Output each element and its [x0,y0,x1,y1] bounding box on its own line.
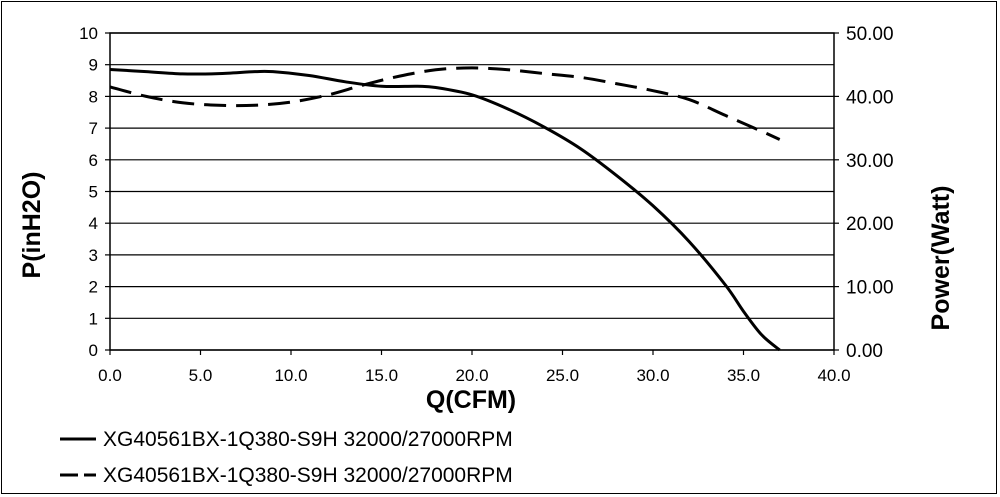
y-left-tick-label: 9 [89,56,98,75]
y-left-tick-label: 2 [89,278,98,297]
x-tick-label: 5.0 [189,366,213,385]
y-left-axis-title: P(inH2O) [18,172,46,279]
series-lines [109,66,781,352]
y-right-tick-label: 0.00 [846,341,883,362]
x-tick-label: 30.0 [636,366,669,385]
y-left-tick-label: 7 [89,119,98,138]
legend-label-pressure: XG40561BX-1Q380-S9H 32000/27000RPM [103,428,513,451]
series-line-power [109,66,781,141]
x-tick-label: 25.0 [546,366,579,385]
legend: XG40561BX-1Q380-S9H 32000/27000RPM XG405… [60,428,513,487]
y-left-tick-label: 8 [89,87,98,106]
x-tick-label: 0.0 [98,366,122,385]
grid-lines [110,32,834,351]
y-left-tick-label: 4 [89,214,98,233]
x-tick-label: 15.0 [365,366,398,385]
x-tick-labels: 0.0 5.0 10.0 15.0 20.0 25.0 30.0 35.0 40.0 [98,350,851,385]
x-tick-label: 10.0 [274,366,307,385]
y-left-tick-label: 10 [79,24,98,43]
y-left-tick-label: 1 [89,309,98,328]
y-right-tick-label: 20.00 [846,214,894,235]
y-left-tick-label: 3 [89,246,98,265]
y-right-tick-label: 40.00 [846,87,894,108]
y-left-tick-label: 6 [89,151,98,170]
series-line-pressure [109,67,781,352]
y-right-tick-label: 30.00 [846,151,894,172]
legend-label-power: XG40561BX-1Q380-S9H 32000/27000RPM [103,464,513,487]
x-axis-title: Q(CFM) [426,386,516,414]
x-tick-label: 20.0 [455,366,488,385]
y-left-tick-label: 0 [89,341,98,360]
x-tick-label: 35.0 [727,366,760,385]
y-left-tick-labels: 0 1 2 3 4 5 6 7 8 9 10 [79,24,110,360]
y-right-tick-label: 50.00 [846,24,894,45]
x-tick-label: 40.0 [817,366,850,385]
y-left-tick-label: 5 [89,183,98,202]
y-right-axis-title: Power(Watt) [927,186,955,331]
y-right-tick-label: 10.00 [846,278,894,299]
y-right-tick-labels: 0.00 10.00 20.00 30.00 40.00 50.00 [834,24,894,362]
